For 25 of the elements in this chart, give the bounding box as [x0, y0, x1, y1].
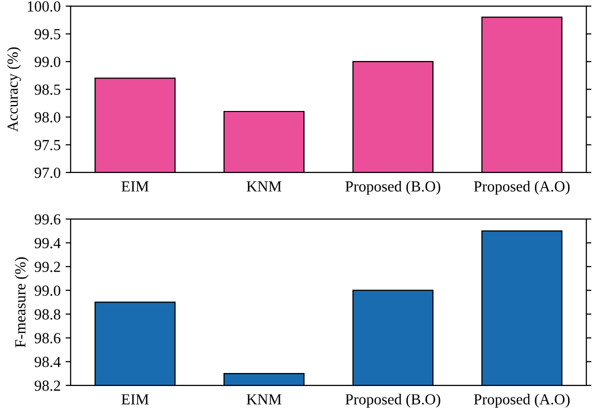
y-tick-label: 98.0: [34, 112, 60, 123]
y-tick-label: 98.4: [34, 356, 61, 368]
y-tick-label: 98.2: [34, 380, 60, 391]
y-tick-label: 98.6: [34, 333, 60, 344]
y-axis-title: Accuracy (%): [7, 47, 21, 132]
x-tick-label: Proposed (B.O): [345, 180, 440, 195]
y-tick-label: 97.0: [34, 168, 60, 178]
y-tick-label: 99.0: [34, 285, 60, 296]
y-tick-label: 100.0: [28, 1, 60, 12]
x-tick-label: KNM: [246, 181, 282, 192]
y-tick-label: 98.8: [34, 309, 60, 320]
x-tick-label: Proposed (B.O): [345, 394, 440, 408]
y-tick-label: 97.5: [34, 140, 60, 150]
y-tick-label: 99.6: [34, 214, 60, 225]
x-tick-label: EIM: [122, 394, 149, 404]
y-tick-label: 99.4: [34, 238, 61, 248]
y-tick-label: 99.0: [34, 56, 60, 68]
x-tick-label: KNM: [246, 394, 282, 404]
y-tick-label: 99.5: [34, 29, 60, 40]
y-tick-label: 99.2: [34, 262, 60, 272]
x-tick-label: EIM: [122, 181, 149, 192]
x-tick-label: Proposed (A.O): [474, 180, 570, 195]
y-tick-label: 98.5: [34, 84, 60, 95]
x-tick-label: Proposed (A.O): [474, 394, 570, 408]
y-axis-title: F-measure (%): [14, 257, 29, 348]
